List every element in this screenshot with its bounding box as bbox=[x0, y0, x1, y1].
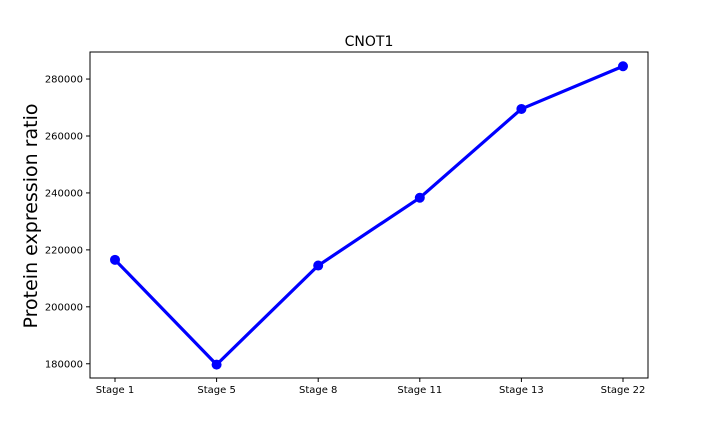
y-tick-label: 240000 bbox=[45, 188, 83, 199]
data-point bbox=[110, 254, 120, 265]
y-axis-label: Protein expression ratio bbox=[20, 104, 42, 329]
x-tick-label: Stage 5 bbox=[197, 385, 235, 396]
data-point bbox=[516, 103, 527, 114]
y-tick-label: 200000 bbox=[45, 302, 83, 313]
data-point bbox=[414, 192, 425, 203]
plot-area-frame bbox=[89, 51, 649, 379]
data-point bbox=[618, 61, 628, 72]
y-tick-label: 180000 bbox=[45, 359, 83, 370]
data-point bbox=[313, 260, 324, 271]
x-tick-label: Stage 1 bbox=[96, 385, 134, 396]
chart-title: CNOT1 bbox=[345, 34, 394, 50]
y-tick-label: 280000 bbox=[45, 75, 83, 86]
x-tick-label: Stage 22 bbox=[601, 385, 646, 396]
data-point bbox=[211, 359, 222, 370]
axis-ticks: Stage 1 Stage 5 Stage 8 Stage 11 Stage 13 Sta… bbox=[45, 75, 646, 396]
y-tick-label: 260000 bbox=[45, 131, 83, 142]
x-tick-label: Stage 13 bbox=[499, 385, 544, 396]
series-line bbox=[113, 64, 624, 367]
y-tick-label: 220000 bbox=[45, 245, 83, 256]
x-tick-label: Stage 11 bbox=[397, 385, 442, 396]
series-layer bbox=[110, 61, 628, 370]
x-tick-label: Stage 8 bbox=[299, 385, 337, 396]
